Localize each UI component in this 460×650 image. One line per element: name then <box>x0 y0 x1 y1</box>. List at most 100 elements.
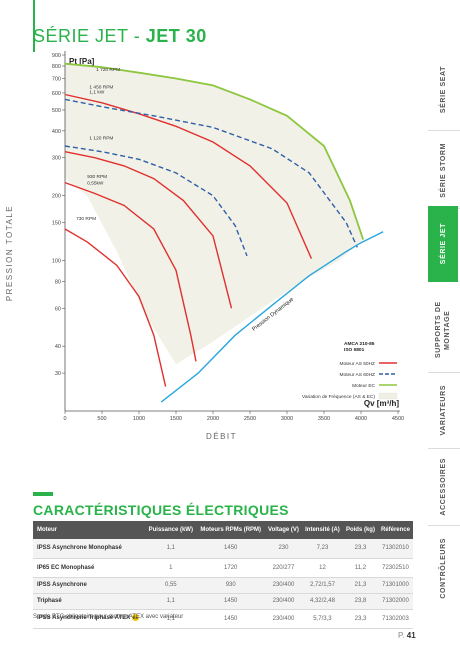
x-tick-label: 500 <box>97 416 106 422</box>
cell-motor: Triphasé <box>33 593 146 610</box>
cell-power: 1 <box>145 558 197 578</box>
x-tick-label: 2500 <box>244 416 256 422</box>
x-tick-label: 4000 <box>355 416 367 422</box>
speed-label: 730 RPM <box>76 216 96 222</box>
tab-serie-jet[interactable]: SÉRIE JET <box>428 206 458 282</box>
blue-curve <box>64 145 248 257</box>
cell-rpm: 1450 <box>196 539 265 559</box>
tab-serie-seat[interactable]: SÉRIE SEAT <box>439 66 447 114</box>
tab-controleurs[interactable]: CONTRÔLEURS <box>439 537 447 599</box>
footnote: Sonde PTC obligatoire pour moteur ATEX a… <box>33 614 184 620</box>
legend-header: AMCA 210-85 <box>344 341 375 347</box>
red-curve <box>64 228 167 387</box>
col-header: Puissance (kW) <box>145 521 197 539</box>
y-tick-label: 600 <box>52 91 61 97</box>
table-row: IPSS Asynchrone Monophasé 1,1 1450 230 7… <box>33 539 413 559</box>
col-header: Poids (kg) <box>342 521 378 539</box>
y-tick-label: 200 <box>52 194 61 200</box>
y-tick-label: 800 <box>52 64 61 70</box>
legend-item-label: Variation de Fréquence (AS & EC) <box>302 394 375 400</box>
cell-voltage: 230/400 <box>264 609 302 629</box>
cell-intensity: 2,72/1,57 <box>301 577 343 594</box>
y-tick-label: 700 <box>52 77 61 83</box>
cell-voltage: 230/400 <box>264 577 302 594</box>
tab-serie-storm[interactable]: SÉRIE STORM <box>439 142 447 198</box>
cell-intensity: 4,32/2,48 <box>301 593 343 610</box>
atex-icon: Ex <box>131 614 139 622</box>
y-tick-label: 80 <box>55 279 61 285</box>
table-row: Triphasé 1,1 1450 230/400 4,32/2,48 23,8… <box>33 593 413 610</box>
tab-divider <box>428 448 460 449</box>
cell-voltage: 230 <box>264 539 302 559</box>
tab-divider <box>428 525 460 526</box>
x-tick-label: 4500 <box>392 416 404 422</box>
y-tick-label: 150 <box>52 221 61 227</box>
table-row: IPSS Asynchrone Triphasé ATEX Ex 1,1 145… <box>33 609 413 629</box>
cell-motor: IPSS Asynchrone Triphasé ATEX Ex <box>33 609 146 629</box>
speed-label: 930 RPM <box>87 174 107 180</box>
y-tick-label: 40 <box>55 344 61 350</box>
performance-chart: 30 40 60 80 100 150 200 300 400 500 600 700 800 900 0 5… <box>5 51 404 441</box>
col-header: Intensité (A) <box>301 521 343 539</box>
x-axis-title: DÉBIT <box>206 432 237 441</box>
electrical-specs-table: Moteur Puissance (kW) Moteurs RPMs (RPM)… <box>33 521 413 629</box>
tab-variateurs[interactable]: VARIATEURS <box>439 384 447 436</box>
y-tick-label: 500 <box>52 108 61 114</box>
frequency-area <box>65 63 364 365</box>
cell-reference: 71302010 <box>377 539 413 559</box>
cyan-curve <box>160 231 384 403</box>
cell-rpm: 1450 <box>196 593 265 610</box>
y-tick-label: 300 <box>52 156 61 162</box>
table-header-row: Moteur Puissance (kW) Moteurs RPMs (RPM)… <box>33 521 413 539</box>
cell-power: 0,55 <box>145 577 197 594</box>
page-number: P. 41 <box>398 631 416 640</box>
col-header: Moteurs RPMs (RPM) <box>196 521 265 539</box>
cell-rpm: 1450 <box>196 609 265 629</box>
cell-reference: 72302510 <box>377 558 413 578</box>
x-tick-label: 1500 <box>170 416 182 422</box>
cell-motor: IP65 EC Monophasé <box>33 558 146 578</box>
col-header: Moteur <box>33 521 146 539</box>
y-tick-label: 60 <box>55 306 61 312</box>
cell-weight: 23,3 <box>342 539 378 559</box>
red-curve <box>64 181 197 362</box>
table-row: IPSS Asynchrone 0,55 930 230/400 2,72/1,… <box>33 577 413 594</box>
speed-label: 1,1 kW <box>89 90 104 96</box>
green-curve <box>64 62 365 240</box>
cell-power: 1,1 <box>145 539 197 559</box>
section-accent-bar <box>33 492 53 496</box>
y-tick-label: 30 <box>55 371 61 377</box>
cell-weight: 11,2 <box>342 558 378 578</box>
speed-label: 1 450 RPM <box>89 84 113 90</box>
x-tick-label: 2000 <box>207 416 219 422</box>
x-tick-label: 0 <box>63 416 66 422</box>
cell-reference: 71302003 <box>377 609 413 629</box>
cell-voltage: 230/400 <box>264 593 302 610</box>
cell-rpm: 930 <box>196 577 265 594</box>
x-tick-label: 3500 <box>318 416 330 422</box>
cell-intensity: 7,23 <box>301 539 343 559</box>
tab-supports-montage[interactable]: SUPPORTS DE MONTAGE <box>435 301 451 359</box>
cell-rpm: 1720 <box>196 558 265 578</box>
tab-accessoires[interactable]: ACCESSOIRES <box>439 458 447 516</box>
tab-divider <box>428 130 460 131</box>
y-tick-label: 400 <box>52 129 61 135</box>
cell-power: 1,1 <box>145 609 197 629</box>
table-row: IP65 EC Monophasé 1 1720 220/277 12 11,2… <box>33 558 413 578</box>
cell-power: 1,1 <box>145 593 197 610</box>
speed-label: 1 120 RPM <box>89 135 113 141</box>
cell-motor: IPSS Asynchrone Monophasé <box>33 539 146 559</box>
section-title: CARACTÉRISTIQUES ÉLECTRIQUES <box>33 502 289 518</box>
x-tick-label: 3000 <box>281 416 293 422</box>
speed-label: 1 720 RPM <box>96 67 120 73</box>
legend-swatch <box>378 392 398 400</box>
cell-voltage: 220/277 <box>264 558 302 578</box>
cell-intensity: 5,7/3,3 <box>301 609 343 629</box>
cell-reference: 71302000 <box>377 593 413 610</box>
legend-item-label: Moteur AS 60HZ <box>340 372 376 378</box>
y-tick-label: 100 <box>52 258 61 264</box>
cell-motor: IPSS Asynchrone <box>33 577 146 594</box>
cell-weight: 23,3 <box>342 609 378 629</box>
y-axis-title: PRESSION TOTALE <box>5 205 14 301</box>
y-tick-label: 900 <box>52 53 61 59</box>
